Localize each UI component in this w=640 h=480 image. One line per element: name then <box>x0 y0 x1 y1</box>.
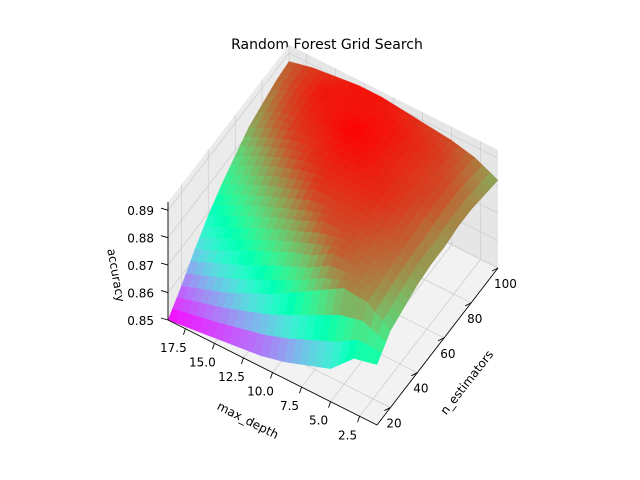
x-tick-mark <box>491 267 499 272</box>
grid-line-z <box>167 52 499 211</box>
z-tick-mark <box>160 290 169 293</box>
z-tick-mark <box>160 235 169 239</box>
x-tick-label: 20 <box>386 417 401 431</box>
y-tick-label: 17.5 <box>160 341 187 355</box>
surface-patch <box>369 348 382 365</box>
y-tick-label: 5.0 <box>309 414 328 428</box>
z-tick-mark <box>160 317 169 321</box>
y-tick-label: 15.0 <box>189 355 216 369</box>
z-tick-label: 0.88 <box>127 232 154 246</box>
y-tick-label: 2.5 <box>338 428 357 442</box>
y-tick-mark <box>357 416 361 423</box>
surface-mesh <box>167 61 499 369</box>
y-tick-label: 10.0 <box>247 385 274 399</box>
x-tick-mark <box>384 407 391 411</box>
x-tick-mark <box>411 372 418 377</box>
y-tick-label: 7.5 <box>280 399 299 413</box>
z-tick-mark <box>160 207 169 211</box>
z-tick-label: 0.87 <box>127 259 154 273</box>
x-tick-mark <box>438 337 445 342</box>
x-axis-line <box>376 267 499 426</box>
z-tick-label: 0.89 <box>127 204 154 218</box>
x-tick-label: 80 <box>467 312 482 326</box>
chart-title: Random Forest Grid Search <box>231 37 423 53</box>
y-tick-mark <box>270 372 273 379</box>
x-tick-label: 40 <box>413 382 428 396</box>
z-tick-label: 0.86 <box>127 287 154 301</box>
y-tick-mark <box>182 328 186 335</box>
y-tick-mark <box>241 357 244 365</box>
z-tick-label: 0.85 <box>127 314 154 328</box>
x-tick-mark <box>464 302 472 307</box>
x-tick-label: 60 <box>440 347 455 361</box>
axes: 20 40 60 80 100 2.5 5.0 7.5 10.012.515.017.5 0.85… <box>127 202 517 442</box>
y-tick-mark <box>212 343 215 350</box>
y-tick-label: 12.5 <box>218 370 245 384</box>
y-tick-mark <box>328 401 331 408</box>
y-tick-mark <box>299 386 302 394</box>
x-tick-label: 100 <box>494 277 517 291</box>
z-tick-mark <box>160 262 169 266</box>
